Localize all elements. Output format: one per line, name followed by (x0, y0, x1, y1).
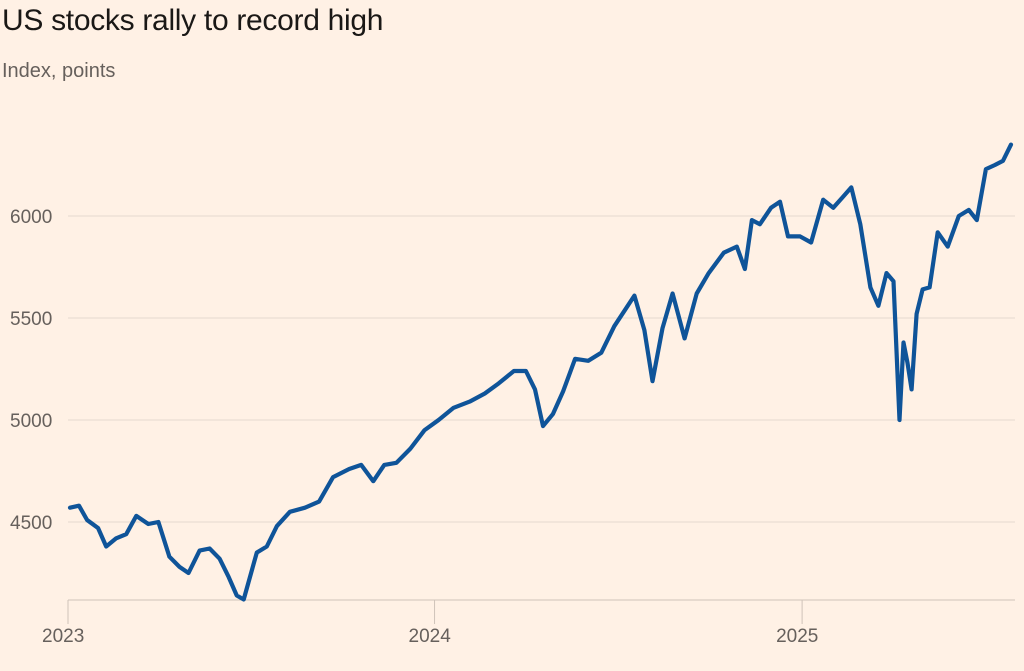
y-tick-label-5000: 5000 (10, 411, 52, 432)
x-tick-label-2025: 2025 (776, 626, 818, 647)
chart-subtitle: Index, points (2, 60, 116, 82)
y-tick-label-5500: 5500 (10, 309, 52, 330)
x-tick-label-2024: 2024 (409, 626, 452, 647)
y-tick-label-4500: 4500 (10, 513, 52, 534)
chart-title: US stocks rally to record high (2, 4, 384, 37)
series-line-0 (67, 142, 1014, 602)
y-tick-label-6000: 6000 (10, 207, 52, 228)
x-tick-label-2023: 2023 (42, 626, 84, 647)
